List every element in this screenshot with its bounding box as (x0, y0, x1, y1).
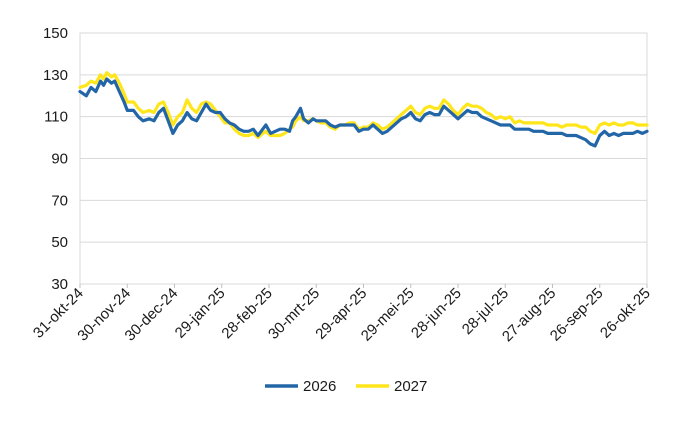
series-lines (78, 71, 649, 148)
x-tick-label: 28-jun-25 (408, 285, 465, 342)
series-line-2026 (78, 77, 649, 148)
y-tick-label: 70 (51, 192, 68, 209)
y-tick-label: 150 (43, 25, 68, 42)
legend: 2026 2027 (265, 378, 427, 395)
y-axis-ticks: 30 50 70 90 110 130 150 (43, 25, 68, 293)
y-tick-label: 30 (51, 276, 68, 293)
x-tick-label: 26-okt-25 (597, 285, 654, 342)
legend-label-2027: 2027 (394, 378, 427, 395)
y-tick-label: 130 (43, 67, 68, 84)
y-tick-label: 110 (44, 109, 68, 126)
x-axis-ticks: 31-okt-2430-nov-2430-dec-2429-jan-2528-f… (30, 284, 654, 345)
y-tick-label: 90 (51, 151, 68, 168)
legend-label-2026: 2026 (303, 378, 336, 395)
y-tick-label: 50 (51, 234, 68, 251)
